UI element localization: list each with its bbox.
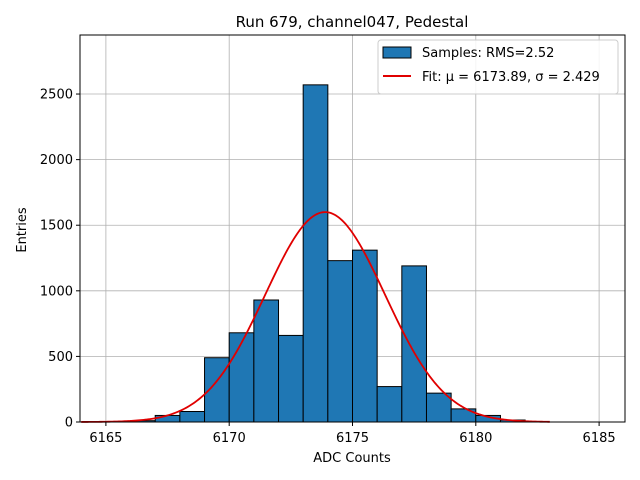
legend-samples-label: Samples: RMS=2.52 — [422, 46, 554, 61]
x-tick-label: 6165 — [89, 431, 122, 446]
x-tick-label: 6170 — [213, 431, 246, 446]
y-axis-label: Entries — [15, 207, 30, 253]
histogram-bar — [302, 84, 329, 423]
legend-samples-swatch — [382, 46, 412, 59]
x-axis-label: ADC Counts — [313, 451, 391, 466]
histogram-bar — [228, 332, 255, 423]
y-tick-label: 1500 — [40, 219, 73, 234]
histogram-bar — [425, 392, 452, 423]
x-tick-label: 6185 — [583, 431, 616, 446]
fit-curve — [81, 211, 550, 423]
y-axis-ticks: 0 500 1000 1500 2000 2500 — [40, 88, 80, 431]
y-tick-label: 500 — [48, 350, 73, 365]
histogram-bar — [352, 249, 378, 423]
fit-curve-group — [81, 211, 550, 423]
chart-title: Run 679, channel047, Pedestal — [236, 13, 469, 31]
histogram-bar — [253, 299, 280, 423]
y-tick-label: 1000 — [40, 284, 73, 299]
legend-fit-label: Fit: μ = 6173.89, σ = 2.429 — [422, 70, 600, 85]
histogram-bar — [376, 386, 403, 423]
histogram-bar — [179, 411, 206, 423]
histogram-bar — [327, 260, 353, 423]
histogram-bar — [401, 265, 427, 423]
x-tick-label: 6180 — [459, 431, 492, 446]
legend: Samples: RMS=2.52 Fit: μ = 6173.89, σ = … — [377, 39, 619, 95]
y-tick-label: 2500 — [40, 88, 73, 103]
histogram-bar — [154, 414, 181, 423]
y-tick-label: 2000 — [40, 153, 73, 168]
legend-frame — [377, 39, 619, 95]
x-tick-label: 6175 — [336, 431, 369, 446]
x-axis-ticks: 6165 6170 6175 6180 6185 — [89, 422, 616, 446]
histogram-bar — [278, 334, 304, 423]
y-tick-label: 0 — [65, 416, 73, 431]
histogram-bars — [130, 84, 526, 423]
